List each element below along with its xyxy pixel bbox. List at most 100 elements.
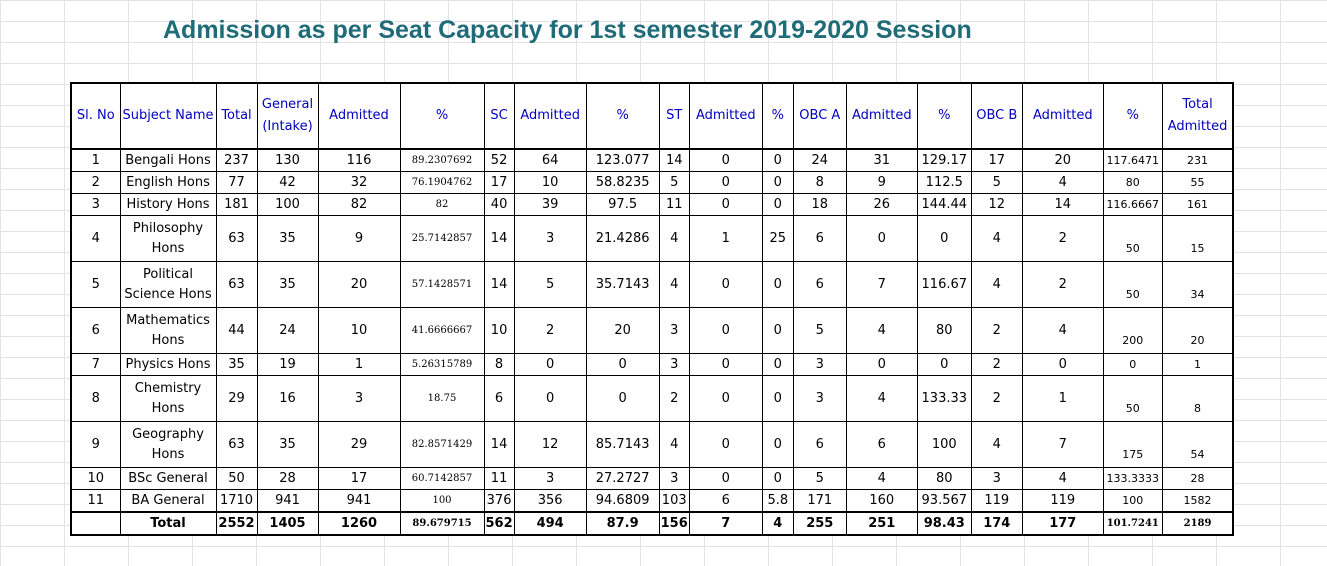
table-cell: 0 [688, 193, 763, 216]
table-cell: 50 [1102, 215, 1163, 262]
table-cell: 237 [215, 148, 258, 172]
table-row: 2 English Hons 77 42 32 76.1904762 17 10 58.8235… [70, 171, 1234, 194]
column-header: Admitted [688, 82, 763, 150]
table-cell: 4 [658, 421, 690, 468]
table-cell: 200 [1102, 307, 1163, 354]
table-cell: 2 [970, 375, 1023, 422]
table-cell: 44 [215, 307, 258, 354]
table-cell: 4 [1021, 171, 1104, 194]
table-cell: 14 [1021, 193, 1104, 216]
table-cell: 21.4286 [585, 215, 660, 262]
table-cell: 85.7143 [585, 421, 660, 468]
table-cell: 31 [845, 148, 918, 172]
table-cell: 4 [70, 215, 121, 262]
table-cell: 11 [70, 489, 121, 513]
table-cell: 14 [483, 215, 515, 262]
table-cell: 26 [845, 193, 918, 216]
column-header: SC [483, 82, 515, 150]
column-header: Total [215, 82, 258, 150]
table-cell: 5.8 [761, 489, 794, 513]
table-cell: 116.6667 [1102, 193, 1163, 216]
total-cell: 1260 [317, 511, 401, 536]
table-cell: 1710 [215, 489, 258, 513]
subject-name-cell: BA General [119, 489, 217, 513]
table-cell: 55 [1161, 171, 1234, 194]
table-cell: 161 [1161, 193, 1234, 216]
table-cell: 0 [761, 193, 794, 216]
table-cell: 129.17 [916, 148, 972, 172]
column-header: ST [658, 82, 690, 150]
table-cell: 50 [215, 467, 258, 490]
table-cell: 29 [215, 375, 258, 422]
table-cell: 27.2727 [585, 467, 660, 490]
table-row: 3 History Hons 181 100 82 82 40 39 97.5 11 0 0 18 26 1… [70, 193, 1234, 216]
table-cell: 6 [792, 421, 847, 468]
column-header: % [916, 82, 972, 150]
table-cell: 3 [70, 193, 121, 216]
table-cell: 0 [688, 421, 763, 468]
table-cell: 76.1904762 [399, 171, 485, 194]
table-cell: 25 [761, 215, 794, 262]
table-cell: 2 [970, 353, 1023, 376]
column-header: Admitted [513, 82, 587, 150]
total-cell: 251 [845, 511, 918, 536]
table-cell: 42 [256, 171, 319, 194]
table-cell: 89.2307692 [399, 148, 485, 172]
table-cell: 160 [845, 489, 918, 513]
table-cell: 58.8235 [585, 171, 660, 194]
total-cell: 89.679715 [399, 511, 485, 536]
table-cell: 0 [761, 307, 794, 354]
table-cell: 4 [658, 261, 690, 308]
table-row: 6 Mathematics Hons 44 24 10 41.6666667 10 2 20 3 0… [70, 307, 1234, 354]
table-cell: 2 [970, 307, 1023, 354]
table-cell: 3 [792, 375, 847, 422]
table-cell: 11 [483, 467, 515, 490]
total-cell: 494 [513, 511, 587, 536]
table-cell: 57.1428571 [399, 261, 485, 308]
table-cell: 9 [317, 215, 401, 262]
column-header: Subject Name [119, 82, 217, 150]
table-cell: 0 [845, 215, 918, 262]
table-cell: 0 [761, 353, 794, 376]
table-cell: 133.33 [916, 375, 972, 422]
total-cell: 87.9 [585, 511, 660, 536]
subject-name-cell: English Hons [119, 171, 217, 194]
column-header: % [761, 82, 794, 150]
table-cell: 1 [1021, 375, 1104, 422]
subject-name-cell: Bengali Hons [119, 148, 217, 172]
table-cell: 0 [513, 353, 587, 376]
total-cell: 156 [658, 511, 690, 536]
table-cell: 0 [688, 148, 763, 172]
table-cell: 17 [317, 467, 401, 490]
table-cell: 35 [256, 215, 319, 262]
table-cell: 2 [658, 375, 690, 422]
table-cell: 4 [845, 467, 918, 490]
table-cell: 6 [70, 307, 121, 354]
table-cell: 5 [70, 261, 121, 308]
column-header: Admitted [317, 82, 401, 150]
table-cell: 12 [970, 193, 1023, 216]
table-cell: 6 [845, 421, 918, 468]
table-cell: 116.67 [916, 261, 972, 308]
table-cell: 82 [317, 193, 401, 216]
column-header: Admitted [1021, 82, 1104, 150]
table-cell: 0 [688, 261, 763, 308]
table-row: 9 Geography Hons 63 35 29 82.8571429 14 12 85.71… [70, 421, 1234, 468]
total-cell: 4 [761, 511, 794, 536]
table-cell: 0 [688, 375, 763, 422]
table-cell: 2 [1021, 215, 1104, 262]
table-cell: 10 [483, 307, 515, 354]
table-cell: 2 [1021, 261, 1104, 308]
table-cell: 14 [483, 261, 515, 308]
table-cell: 35 [256, 261, 319, 308]
column-header: Admitted [845, 82, 918, 150]
table-cell: 18 [792, 193, 847, 216]
table-cell: 10 [70, 467, 121, 490]
table-cell: 7 [845, 261, 918, 308]
table-cell: 0 [761, 421, 794, 468]
table-cell: 11 [658, 193, 690, 216]
table-cell: 0 [1021, 353, 1104, 376]
table-row: 5 Political Science Hons 63 35 20 57.1428571 1… [70, 261, 1234, 308]
table-cell: 130 [256, 148, 319, 172]
column-header: % [1102, 82, 1163, 150]
